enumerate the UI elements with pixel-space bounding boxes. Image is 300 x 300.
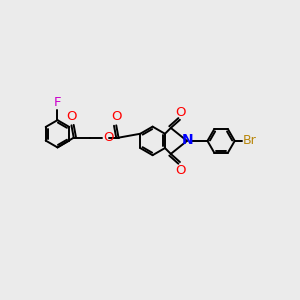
Text: O: O: [66, 110, 77, 123]
Text: F: F: [54, 96, 61, 109]
Text: O: O: [175, 164, 186, 177]
Text: N: N: [182, 133, 193, 147]
Text: O: O: [103, 131, 114, 144]
Text: O: O: [111, 110, 122, 123]
Text: O: O: [175, 106, 186, 118]
Text: Br: Br: [242, 134, 256, 147]
